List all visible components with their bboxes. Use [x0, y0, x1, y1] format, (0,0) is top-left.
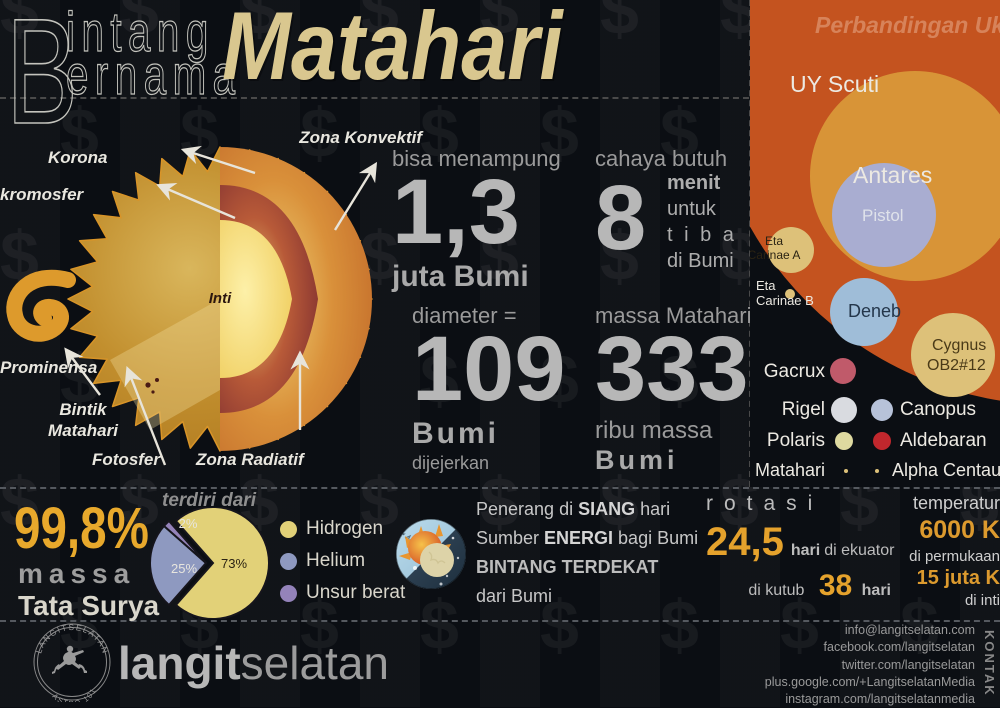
svg-text:Canopus: Canopus — [900, 399, 976, 420]
svg-text:Rigel: Rigel — [782, 399, 825, 420]
svg-text:Antares: Antares — [853, 162, 932, 188]
svg-text:ASTRO 101: ASTRO 101 — [50, 686, 98, 702]
svg-text:Cygnus: Cygnus — [932, 337, 986, 354]
svg-text:Polaris: Polaris — [767, 430, 825, 451]
svg-text:Eta: Eta — [756, 278, 776, 293]
svg-text:Aldebaran: Aldebaran — [900, 430, 987, 451]
svg-text:25%: 25% — [171, 561, 197, 576]
svg-text:Eta: Eta — [765, 234, 783, 248]
svg-text:OB2#12: OB2#12 — [927, 357, 986, 374]
svg-text:Carinae B: Carinae B — [756, 293, 814, 308]
svg-text:2%: 2% — [179, 516, 198, 531]
svg-text:Alpha Centauri: Alpha Centauri — [892, 460, 1000, 480]
svg-text:Matahari: Matahari — [755, 460, 825, 480]
svg-text:Carinae A: Carinae A — [750, 248, 800, 262]
svg-text:Inti: Inti — [209, 290, 232, 307]
svg-text:Gacrux: Gacrux — [764, 361, 826, 382]
svg-text:UY Scuti: UY Scuti — [790, 71, 879, 97]
svg-text:Pistol: Pistol — [862, 206, 904, 225]
svg-text:73%: 73% — [221, 556, 247, 571]
svg-text:Perbandingan Ukuran: Perbandingan Ukuran — [815, 12, 1000, 38]
svg-text:Deneb: Deneb — [848, 301, 901, 321]
